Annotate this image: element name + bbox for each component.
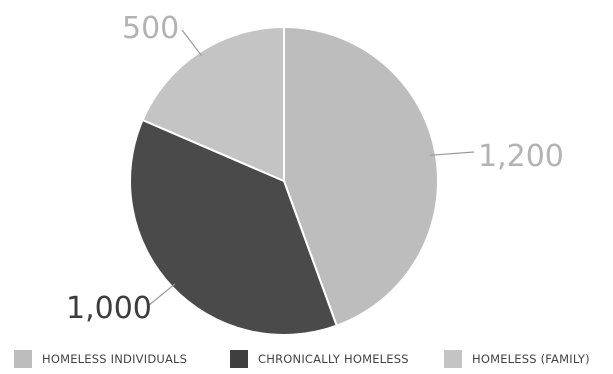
- legend-swatch-chronically-homeless: [230, 350, 248, 368]
- legend-swatch-homeless-family: [444, 350, 462, 368]
- leader-line-homeless-family: [181, 29, 203, 57]
- leader-line-homeless-individuals: [429, 151, 475, 156]
- legend-label-homeless-individuals: HOMELESS INDIVIDUALS: [42, 352, 188, 366]
- legend-item-homeless-individuals: HOMELESS INDIVIDUALS: [14, 350, 187, 368]
- legend-item-chronically-homeless: CHRONICALLY HOMELESS: [230, 350, 409, 368]
- legend: HOMELESS INDIVIDUALS CHRONICALLY HOMELES…: [0, 344, 613, 374]
- legend-swatch-homeless-individuals: [14, 350, 32, 368]
- leader-line-chronically-homeless: [147, 283, 176, 307]
- legend-label-chronically-homeless: CHRONICALLY HOMELESS: [258, 352, 409, 366]
- data-label-chronically-homeless: 1,000: [66, 291, 152, 326]
- data-label-homeless-family: 500: [122, 11, 179, 46]
- legend-label-homeless-family: HOMELESS (FAMILY): [472, 352, 590, 366]
- pie-chart: 1,200 1,000 500: [66, 11, 564, 336]
- data-label-homeless-individuals: 1,200: [478, 139, 564, 174]
- legend-item-homeless-family: HOMELESS (FAMILY): [444, 350, 590, 368]
